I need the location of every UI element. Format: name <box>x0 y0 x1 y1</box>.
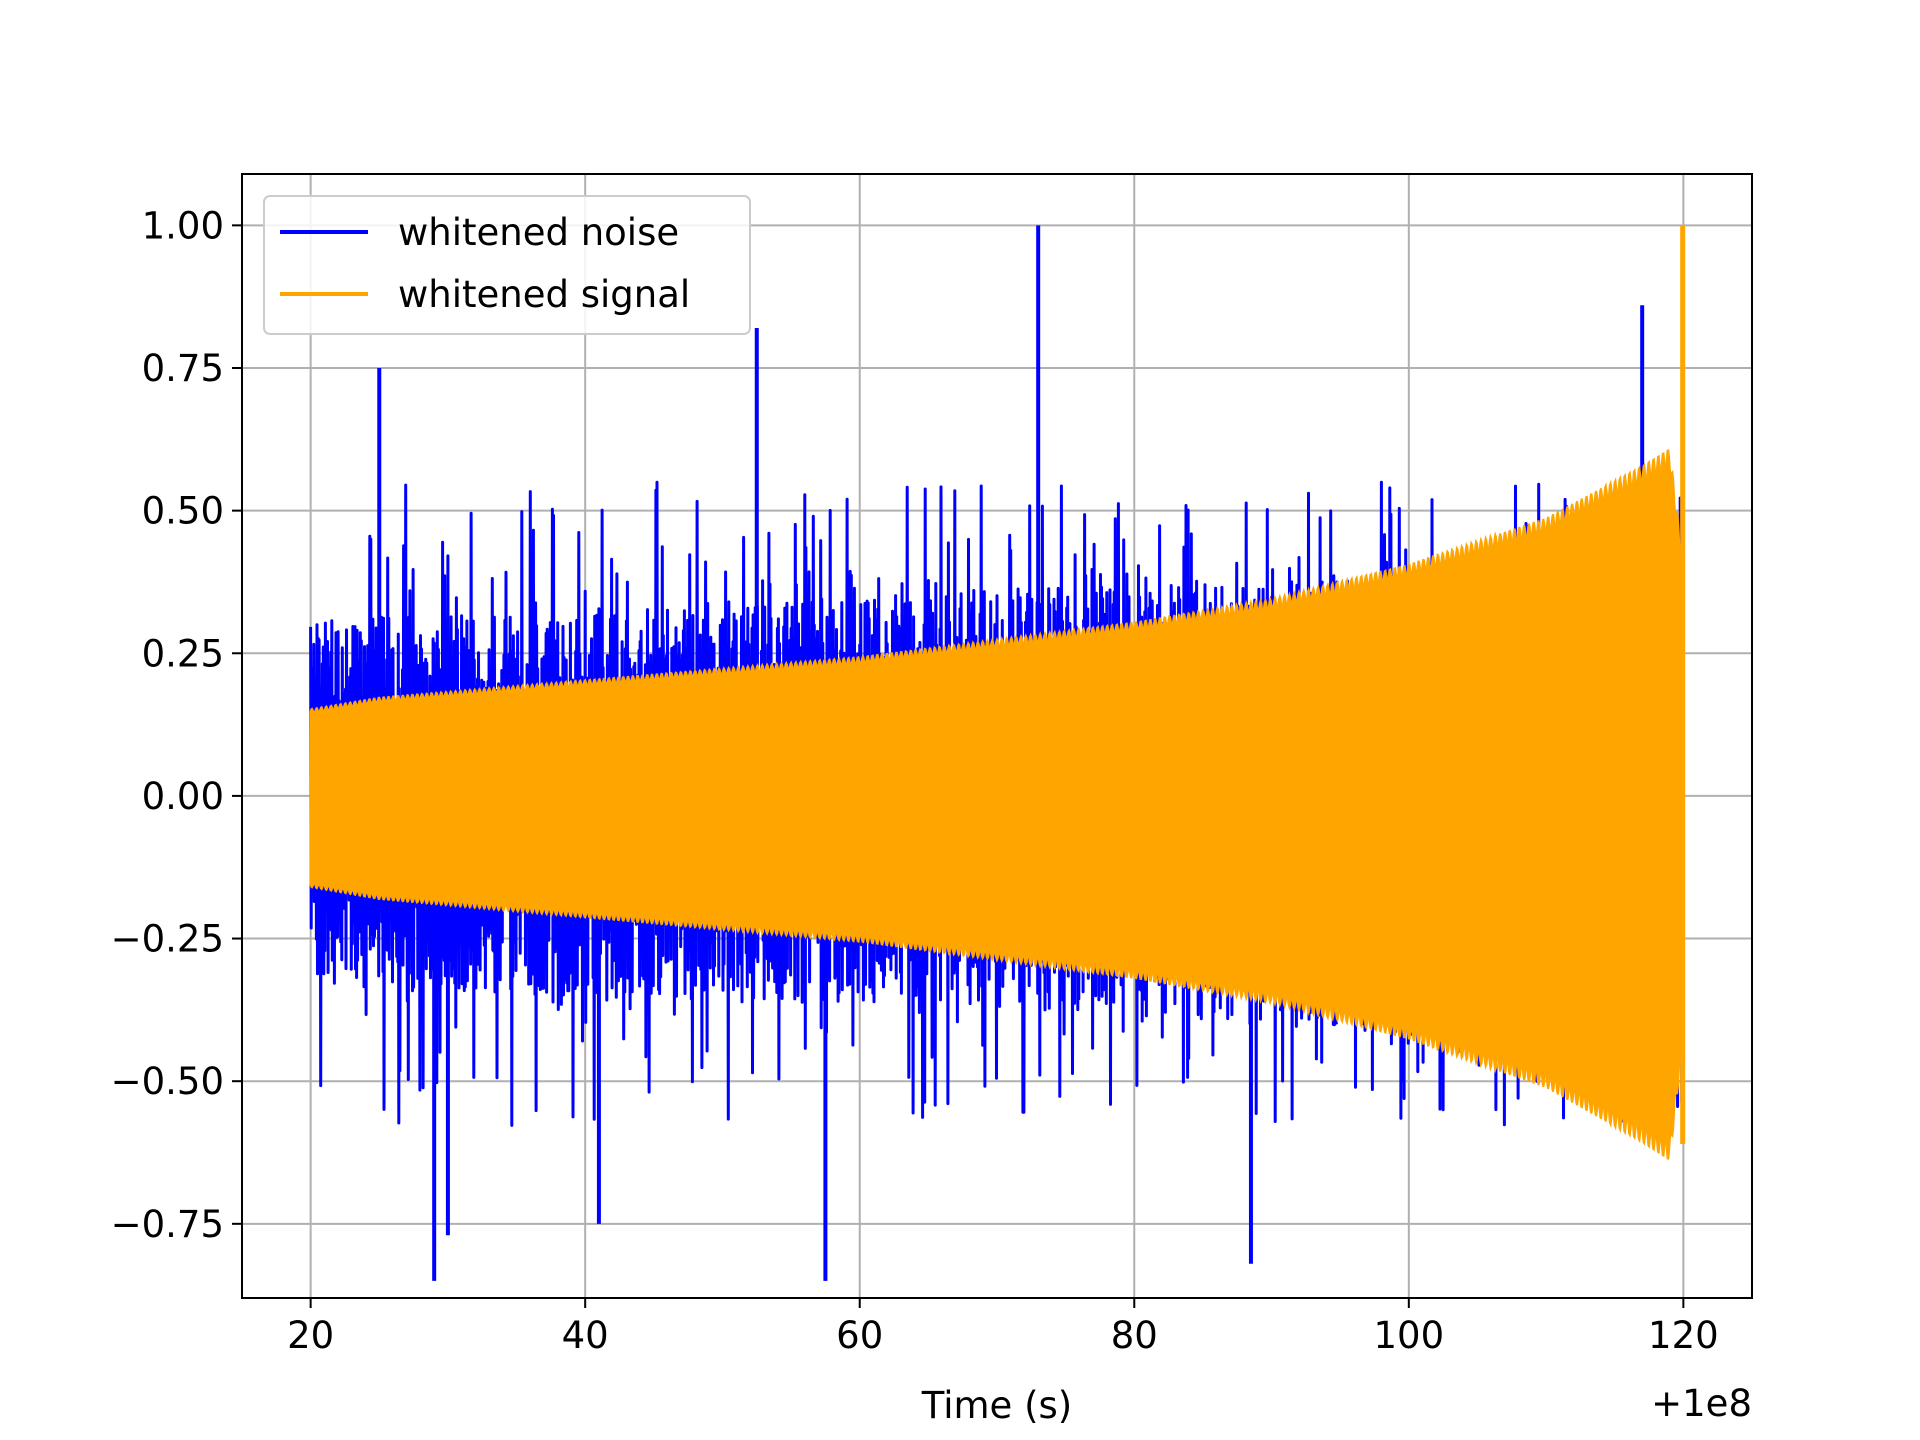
series-layer <box>309 225 1686 1281</box>
x-tick-label: 100 <box>1374 1314 1445 1357</box>
legend-label-signal: whitened signal <box>398 273 690 316</box>
plot-frame <box>241 173 1753 1299</box>
y-tick-label: −0.75 <box>111 1203 224 1246</box>
y-tick-label: 0.00 <box>142 775 224 818</box>
legend: whitened noise whitened signal <box>263 195 751 335</box>
x-tick-label: 20 <box>287 1314 334 1357</box>
x-axis: 20 40 60 80 100 120 <box>287 1298 1719 1357</box>
x-offset-label: +1e8 <box>1651 1382 1752 1425</box>
legend-box <box>263 195 751 335</box>
y-tick-label: 0.50 <box>142 490 224 533</box>
y-tick-label: 1.00 <box>142 204 224 247</box>
x-tick-label: 80 <box>1111 1314 1158 1357</box>
x-tick-label: 40 <box>562 1314 609 1357</box>
x-tick-label: 60 <box>836 1314 883 1357</box>
y-tick-label: −0.50 <box>111 1060 224 1103</box>
x-tick-label: 120 <box>1648 1314 1719 1357</box>
x-axis-label: Time (s) <box>921 1384 1072 1427</box>
legend-label-noise: whitened noise <box>398 211 679 254</box>
y-axis: 1.00 0.75 0.50 0.25 0.00 −0.25 −0.50 −0.75 <box>111 204 242 1246</box>
y-tick-label: 0.75 <box>142 347 224 390</box>
y-tick-label: −0.25 <box>111 918 224 961</box>
y-tick-label: 0.25 <box>142 632 224 675</box>
